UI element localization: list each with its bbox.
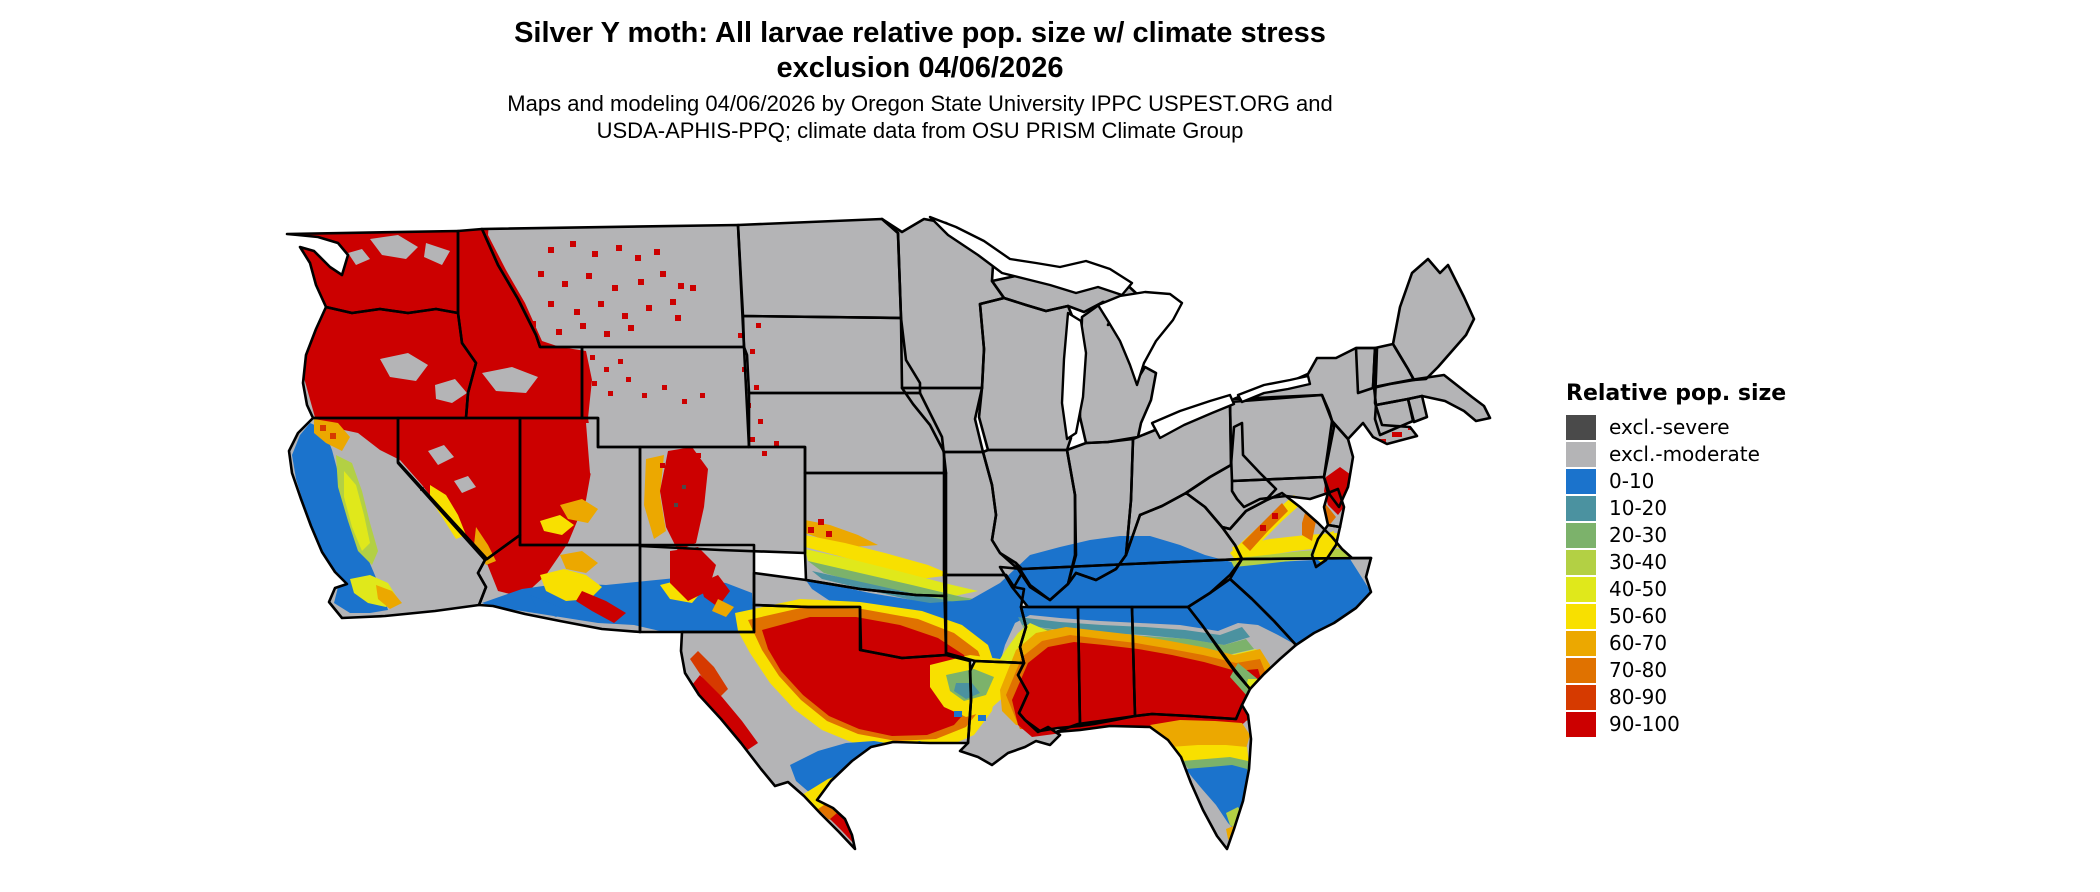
florida-keys-orange [1192,873,1238,882]
legend-color-swatch [1566,523,1596,548]
south-teal-fringe [1018,617,1250,645]
texas-red-core [762,617,974,736]
florida-yellow-band [1170,745,1249,765]
new-mexico-orange [712,599,734,617]
legend-row-v60-70: 60-70 [1566,631,1826,656]
california-coast-blue [292,423,388,613]
legend-label: 60-70 [1609,631,1668,655]
arizona-blue-patch [530,595,568,617]
map-title-line1: Silver Y moth: All larvae relative pop. … [514,17,1326,49]
louisiana-blue-dots [954,711,986,721]
legend-color-swatch [1566,631,1596,656]
legend-label: 50-60 [1609,604,1668,628]
map-subtitle-line1: Maps and modeling 04/06/2026 by Oregon S… [507,91,1333,116]
legend-color-swatch [1566,577,1596,602]
central-valley-yellow [344,471,370,551]
legend-row-v30-40: 30-40 [1566,550,1826,575]
gulf-red-band [1012,642,1264,737]
west-excluded-patches [348,235,634,519]
west-high-risk-region [287,219,594,597]
legend-title: Relative pop. size [1566,381,1787,406]
lake-huron [1096,290,1184,387]
map-legend: Relative pop. size excl.-severe excl.-mo… [1566,381,1826,739]
us-choropleth-map [230,155,1510,890]
montana-red-speckles [530,241,696,337]
channel-island-dots [324,623,341,634]
kansas-orange-band [805,520,878,547]
legend-row-v10-20: 10-20 [1566,496,1826,521]
legend-label: excl.-moderate [1609,442,1760,466]
kansas-yellowgreen-band [805,549,978,597]
kansas-border-red-dots [808,519,832,537]
legend-label: 0-10 [1609,469,1655,493]
map-subtitle: Maps and modeling 04/06/2026 by Oregon S… [0,90,1840,144]
legend-label: 30-40 [1609,550,1668,574]
lake-superior [928,215,1134,297]
great-lakes [928,215,1312,441]
klamath-red-specks [320,425,336,439]
utah-south-yellow [540,515,574,535]
legend-color-swatch [1566,685,1596,710]
map-title: Silver Y moth: All larvae relative pop. … [0,16,1840,86]
delmarva-yellow [1314,531,1334,563]
kansas-yellow-band [805,535,952,579]
legend-label: excl.-severe [1609,415,1730,439]
legend-label: 10-20 [1609,496,1668,520]
legend-color-swatch [1566,658,1596,683]
legend-row-excl-moderate: excl.-moderate [1566,442,1826,467]
legend-label: 40-50 [1609,577,1668,601]
legend-row-v50-60: 50-60 [1566,604,1826,629]
colorado-orange-west [644,455,666,539]
arizona-orange-patch [560,551,598,573]
legend-label: 80-90 [1609,685,1668,709]
new-mexico-north-red [670,547,716,601]
legend-label: 20-30 [1609,523,1668,547]
legend-color-swatch [1566,469,1596,494]
rio-grande-red-spur [692,675,758,751]
legend-row-excl-severe: excl.-severe [1566,415,1826,440]
lake-michigan [1060,311,1088,441]
dakota-nebraska-red-speckles [738,323,779,456]
legend-color-swatch [1566,496,1596,521]
lake-erie [1150,393,1236,440]
kansas-green-band [808,561,998,609]
legend-row-v20-30: 20-30 [1566,523,1826,548]
legend-row-v70-80: 70-80 [1566,658,1826,683]
legend-label: 90-100 [1609,712,1680,736]
florida-keys-red [1242,867,1250,872]
map-subtitle-line2: USDA-APHIS-PPQ; climate data from OSU PR… [596,118,1244,143]
colorado-newmexico-red-speckles [660,453,701,584]
maine-coast-red-dots [1452,358,1468,370]
arizona-red-ridge [576,591,626,623]
legend-row-v40-50: 40-50 [1566,577,1826,602]
legend-color-swatch [1566,415,1596,440]
legend-row-v80-90: 80-90 [1566,685,1826,710]
legend-color-swatch [1566,604,1596,629]
legend-row-v90-100: 90-100 [1566,712,1826,737]
louisiana-teal-mottle [954,683,980,699]
west-texas-red-ridge [690,651,728,699]
legend-color-swatch [1566,442,1596,467]
legend-color-swatch [1566,550,1596,575]
map-title-line2: exclusion 04/06/2026 [776,52,1064,84]
legend-color-swatch [1566,712,1596,737]
us-map-svg [285,215,1492,882]
legend-row-v0-10: 0-10 [1566,469,1826,494]
socal-orange [376,585,402,609]
legend-items: excl.-severe excl.-moderate 0-10 10-20 2… [1566,415,1826,737]
legend-label: 70-80 [1609,658,1668,682]
chesapeake-orange [1302,513,1316,541]
blue-ridge-red-specks [1260,513,1278,531]
florida-orange-band [1150,720,1250,751]
lake-ontario [1236,374,1312,404]
utah-south-orange [560,499,598,523]
